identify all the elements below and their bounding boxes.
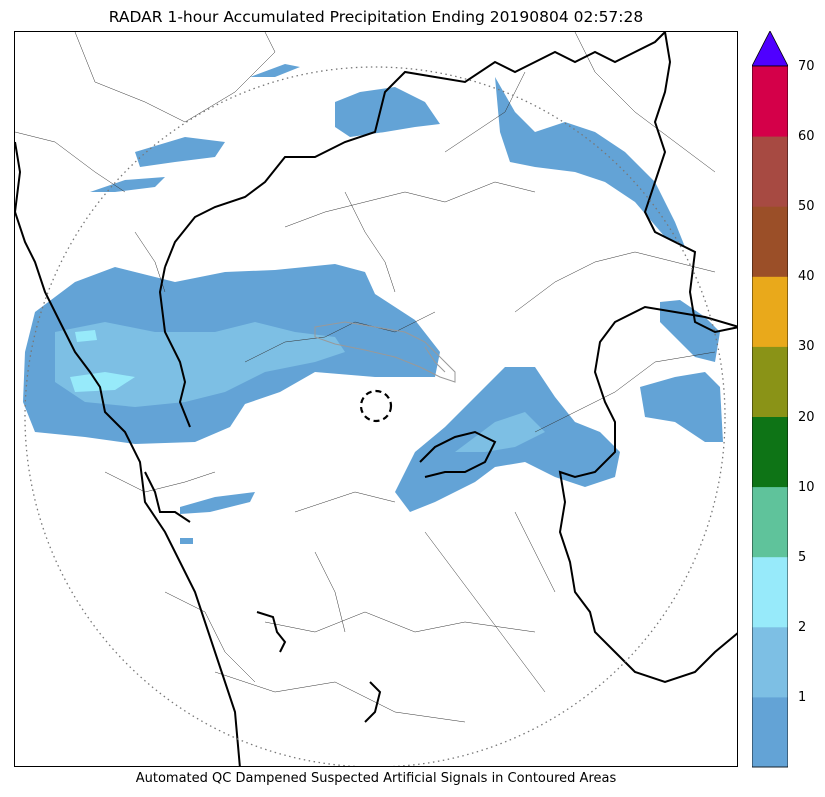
lake-shape-1 — [256, 611, 287, 653]
colorbar-tick-label: 40 — [798, 269, 815, 285]
radar-range-ring — [24, 66, 726, 766]
precip-area-sw-streak — [180, 492, 255, 514]
radar-site-marker — [359, 389, 393, 423]
precip-area-east-edge-2 — [660, 300, 720, 362]
colorbar-box — [752, 626, 788, 698]
colorbar-extend-arrow — [751, 30, 789, 67]
colorbar-box — [752, 486, 788, 558]
colorbar-box — [752, 136, 788, 207]
colorbar-tick-label: 1 — [798, 689, 807, 705]
eastern-boundary — [643, 32, 737, 334]
colorbar-tick-label: 30 — [798, 339, 815, 355]
colorbar-box — [752, 556, 788, 628]
radar-map-svg — [15, 32, 737, 766]
colorbar-box — [752, 206, 788, 277]
coastline — [15, 141, 241, 766]
colorbar-tick-label: 10 — [798, 479, 815, 495]
colorbar-boxes — [752, 66, 788, 768]
precip-area-west-inner — [55, 322, 345, 407]
colorbar-tick-label: 20 — [798, 409, 815, 425]
colorbar-tick-label: 2 — [798, 619, 807, 635]
precip-area-northwest — [135, 137, 225, 167]
west-inner-boundary — [158, 266, 191, 428]
lake-shape-2 — [364, 681, 382, 723]
colorbar-box — [752, 276, 788, 347]
precip-core-west-2 — [75, 330, 97, 342]
precip-area-nw-streak — [90, 177, 165, 192]
colorbar-tick-label: 50 — [798, 199, 815, 215]
colorbar-box — [752, 66, 788, 137]
colorbar-svg — [751, 30, 789, 768]
district-boundaries — [15, 32, 716, 723]
precip-colorbar — [751, 30, 789, 768]
colorbar-tick-label: 70 — [798, 59, 815, 74]
colorbar-tick-label: 5 — [798, 549, 807, 565]
precip-area-east-inner — [455, 412, 545, 452]
precip-area-sw-dot — [180, 538, 193, 544]
precip-area-north — [335, 87, 440, 137]
precip-area-northeast — [495, 77, 685, 247]
northern-boundary — [164, 32, 666, 268]
chart-title: RADAR 1-hour Accumulated Precipitation E… — [108, 8, 644, 26]
colorbar-box — [752, 416, 788, 488]
precip-core-west — [70, 372, 135, 392]
radar-map — [14, 31, 738, 767]
karnataka-goa-boundary — [144, 471, 191, 523]
map-caption: Automated QC Dampened Suspected Artifici… — [135, 771, 617, 786]
precip-area-n-streak — [250, 64, 300, 77]
inner-boundary-east — [419, 430, 497, 478]
colorbar-box — [752, 696, 788, 768]
precipitation-layer — [23, 64, 723, 544]
state-boundaries — [15, 32, 737, 766]
colorbar-box — [752, 346, 788, 417]
ap-boundary — [558, 305, 737, 684]
precip-area-east-edge — [640, 372, 723, 442]
colorbar-tick-label: 60 — [798, 129, 815, 145]
qc-contours — [314, 321, 456, 383]
